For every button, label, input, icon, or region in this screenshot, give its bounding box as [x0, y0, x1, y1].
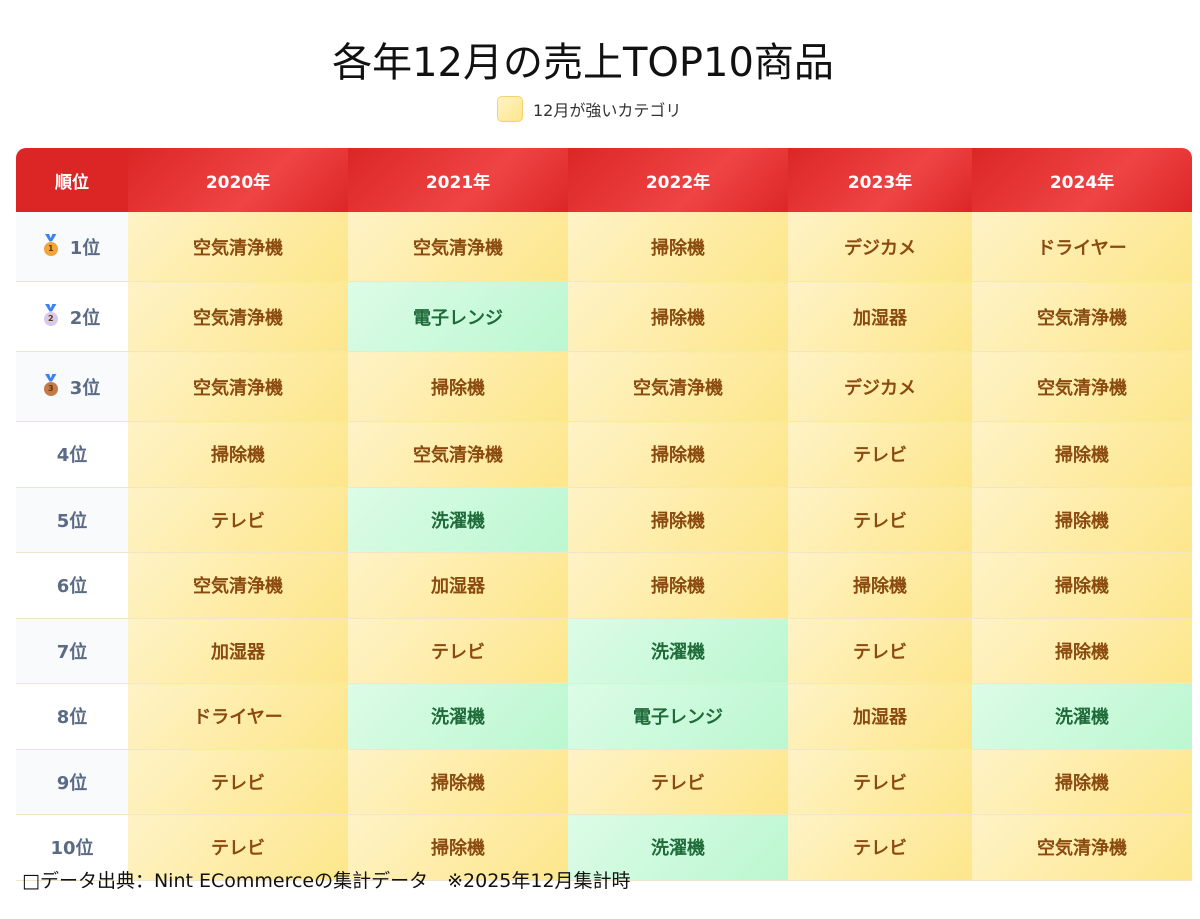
table-row: 8位 ドライヤー 洗濯機 電子レンジ 加湿器 洗濯機 [16, 683, 1192, 750]
rank-cell: 4位 [16, 421, 128, 488]
product-cell: 空気清浄機 [972, 814, 1192, 881]
product-cell: 空気清浄機 [972, 281, 1192, 352]
product-cell: テレビ [348, 618, 568, 684]
product-cell: 掃除機 [788, 552, 972, 619]
table-row: 9位 テレビ 掃除機 テレビ テレビ 掃除機 [16, 749, 1192, 815]
product-cell: 掃除機 [972, 552, 1192, 619]
rank-label: 8位 [56, 707, 88, 729]
product-cell: テレビ [788, 487, 972, 553]
rank-label: 2位 [69, 307, 101, 329]
product-cell: 洗濯機 [348, 487, 568, 553]
header-year: 2022年 [568, 148, 788, 212]
product-cell: テレビ [788, 618, 972, 684]
ranking-table: 順位 2020年 2021年 2022年 2023年 2024年 1 1位 空気清浄… [16, 148, 1192, 881]
header-year: 2021年 [348, 148, 568, 212]
rank-cell: 1 1位 [16, 212, 128, 282]
product-cell: 空気清浄機 [568, 351, 788, 422]
product-cell: デジカメ [788, 351, 972, 422]
rank-label: 7位 [56, 641, 88, 663]
product-cell: 掃除機 [128, 421, 348, 488]
header-year: 2020年 [128, 148, 348, 212]
product-cell: 掃除機 [348, 351, 568, 422]
product-cell: ドライヤー [128, 683, 348, 750]
product-cell: 空気清浄機 [128, 212, 348, 282]
product-cell: 洗濯機 [348, 683, 568, 750]
product-cell: 洗濯機 [568, 814, 788, 881]
table-row: 2 2位 空気清浄機 電子レンジ 掃除機 加湿器 空気清浄機 [16, 281, 1192, 352]
rank-cell: 9位 [16, 749, 128, 815]
product-cell: 空気清浄機 [972, 351, 1192, 422]
header-year: 2023年 [788, 148, 972, 212]
rank-label: 3位 [69, 377, 101, 399]
product-cell: テレビ [568, 749, 788, 815]
rank-label: 9位 [56, 772, 88, 794]
rank-cell: 2 2位 [16, 281, 128, 352]
rank-cell: 8位 [16, 683, 128, 750]
table-row: 10位 テレビ 掃除機 洗濯機 テレビ 空気清浄機 [16, 814, 1192, 881]
product-cell: 掃除機 [972, 487, 1192, 553]
table-row: 6位 空気清浄機 加湿器 掃除機 掃除機 掃除機 [16, 552, 1192, 619]
header-year: 2024年 [972, 148, 1192, 212]
product-cell: テレビ [128, 487, 348, 553]
bronze-medal-icon: 3 [43, 381, 58, 396]
page-title: 各年12月の売上TOP10商品 [332, 40, 834, 86]
table-row: 1 1位 空気清浄機 空気清浄機 掃除機 デジカメ ドライヤー [16, 212, 1192, 282]
legend: 12月が強いカテゴリ [497, 96, 681, 122]
product-cell: ドライヤー [972, 212, 1192, 282]
source-note: □データ出典：Nint ECommerceの集計データ ※2025年12月集計時 [22, 870, 631, 892]
legend-label: 12月が強いカテゴリ [533, 101, 682, 120]
product-cell: 掃除機 [568, 552, 788, 619]
gold-medal-icon: 1 [43, 241, 58, 256]
rank-cell: 6位 [16, 552, 128, 619]
table-row: 7位 加湿器 テレビ 洗濯機 テレビ 掃除機 [16, 618, 1192, 684]
silver-medal-icon: 2 [43, 311, 58, 326]
product-cell: 電子レンジ [568, 683, 788, 750]
product-cell: 掃除機 [348, 749, 568, 815]
rank-label: 10位 [50, 838, 94, 860]
product-cell: テレビ [788, 814, 972, 881]
rank-label: 1位 [69, 237, 101, 259]
product-cell: 空気清浄機 [128, 552, 348, 619]
table-row: 5位 テレビ 洗濯機 掃除機 テレビ 掃除機 [16, 487, 1192, 553]
product-cell: 加湿器 [348, 552, 568, 619]
product-cell: 掃除機 [568, 487, 788, 553]
rank-cell: 10位 [16, 814, 128, 881]
product-cell: 掃除機 [568, 212, 788, 282]
product-cell: デジカメ [788, 212, 972, 282]
product-cell: テレビ [788, 749, 972, 815]
product-cell: 掃除機 [972, 618, 1192, 684]
rank-label: 4位 [56, 445, 88, 467]
product-cell: 空気清浄機 [128, 351, 348, 422]
product-cell: テレビ [788, 421, 972, 488]
header-rank: 順位 [16, 148, 128, 212]
product-cell: 加湿器 [788, 281, 972, 352]
product-cell: テレビ [128, 749, 348, 815]
table-row: 4位 掃除機 空気清浄機 掃除機 テレビ 掃除機 [16, 421, 1192, 488]
product-cell: 掃除機 [972, 749, 1192, 815]
product-cell: 掃除機 [568, 421, 788, 488]
product-cell: 空気清浄機 [348, 212, 568, 282]
rank-cell: 3 3位 [16, 351, 128, 422]
product-cell: 掃除機 [348, 814, 568, 881]
product-cell: 電子レンジ [348, 281, 568, 352]
rank-cell: 7位 [16, 618, 128, 684]
product-cell: 掃除機 [568, 281, 788, 352]
rank-label: 6位 [56, 576, 88, 598]
product-cell: 空気清浄機 [128, 281, 348, 352]
legend-swatch [497, 96, 523, 122]
product-cell: 空気清浄機 [348, 421, 568, 488]
product-cell: 洗濯機 [972, 683, 1192, 750]
header-row: 順位 2020年 2021年 2022年 2023年 2024年 [16, 148, 1192, 212]
table-row: 3 3位 空気清浄機 掃除機 空気清浄機 デジカメ 空気清浄機 [16, 351, 1192, 422]
product-cell: 掃除機 [972, 421, 1192, 488]
product-cell: 加湿器 [128, 618, 348, 684]
product-cell: 加湿器 [788, 683, 972, 750]
rank-cell: 5位 [16, 487, 128, 553]
product-cell: 洗濯機 [568, 618, 788, 684]
rank-label: 5位 [56, 510, 88, 532]
product-cell: テレビ [128, 814, 348, 881]
